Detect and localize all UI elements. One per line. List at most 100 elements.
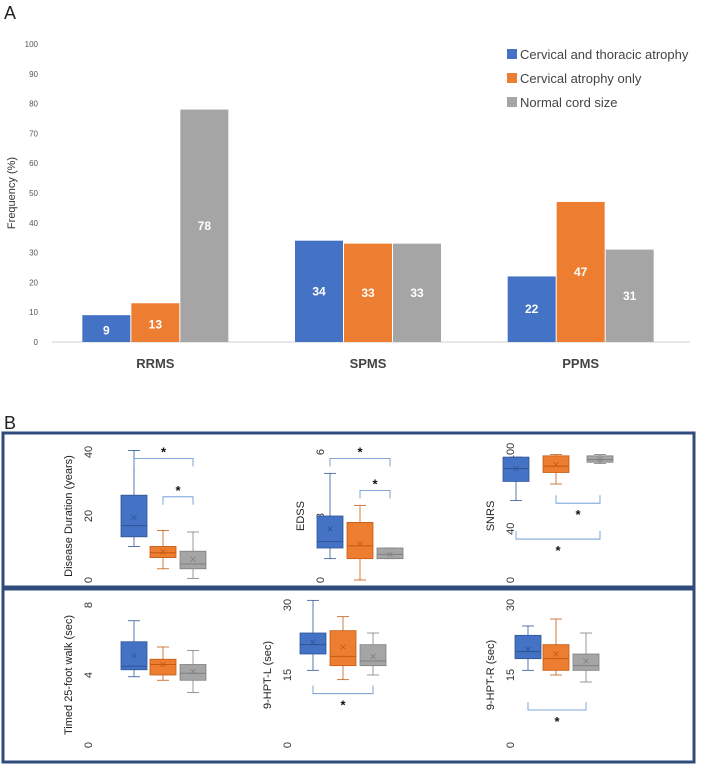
y-axis-title: 9-HPT-R (sec) bbox=[485, 640, 497, 710]
y-tick-label: 40 bbox=[83, 446, 95, 458]
significance-bracket bbox=[312, 685, 374, 695]
significance-marker: * bbox=[555, 543, 561, 558]
y-axis-title: 9-HPT-L (sec) bbox=[262, 641, 274, 709]
mean-marker bbox=[160, 549, 166, 555]
y-tick-label: 100 bbox=[505, 443, 517, 461]
category-label-spms: SPMS bbox=[350, 356, 387, 371]
y-tick-label: 90 bbox=[29, 70, 38, 79]
y-tick-label: 40 bbox=[29, 219, 38, 228]
box-group-0 bbox=[120, 494, 148, 538]
y-tick-label: 4 bbox=[83, 672, 95, 678]
box-group-0 bbox=[502, 456, 530, 482]
significance-marker: * bbox=[340, 698, 346, 713]
mean-marker bbox=[190, 668, 196, 675]
significance-bracket bbox=[133, 458, 194, 467]
y-tick-label: 20 bbox=[83, 510, 95, 522]
bar-ppms-0 bbox=[507, 276, 556, 342]
box-group-0 bbox=[316, 515, 344, 549]
mean-marker bbox=[597, 456, 603, 463]
mean-marker bbox=[525, 646, 531, 653]
significance-bracket bbox=[359, 490, 391, 499]
panel-a-letter: A bbox=[4, 3, 16, 23]
box-group-1 bbox=[542, 455, 570, 473]
bar-rrms-0 bbox=[82, 315, 131, 342]
legend-label: Cervical atrophy only bbox=[520, 71, 642, 86]
bar-ppms-1 bbox=[556, 201, 605, 342]
significance-marker: * bbox=[161, 444, 167, 459]
box-group-2 bbox=[179, 664, 207, 681]
y-axis-title: Frequency (%) bbox=[6, 157, 18, 229]
mean-marker bbox=[357, 540, 363, 547]
panel-b-letter: B bbox=[4, 413, 16, 433]
y-tick-label: 30 bbox=[282, 599, 294, 611]
mean-marker bbox=[513, 465, 519, 472]
data-label: 78 bbox=[198, 219, 212, 233]
mean-marker bbox=[387, 551, 393, 558]
y-tick-label: 80 bbox=[29, 100, 38, 109]
panel-b-top-frame bbox=[1, 431, 696, 589]
y-tick-label: 0 bbox=[505, 742, 517, 748]
data-label: 31 bbox=[623, 289, 637, 303]
legend-swatch-0 bbox=[507, 49, 517, 59]
box-group-2 bbox=[179, 550, 207, 570]
legend-swatch-1 bbox=[507, 73, 517, 83]
legend-label: Cervical and thoracic atrophy bbox=[520, 47, 689, 62]
mean-marker bbox=[553, 462, 559, 468]
y-tick-label: 0 bbox=[282, 742, 294, 748]
significance-marker: * bbox=[372, 476, 378, 491]
data-label: 33 bbox=[410, 286, 424, 300]
y-tick-label: 70 bbox=[29, 129, 38, 138]
box-group-0 bbox=[299, 632, 327, 655]
mean-marker bbox=[553, 651, 559, 657]
box-group-1 bbox=[542, 644, 570, 671]
bar-rrms-2 bbox=[180, 109, 229, 342]
legend-swatch-2 bbox=[507, 97, 517, 107]
y-tick-label: 15 bbox=[505, 669, 517, 681]
significance-bracket bbox=[515, 531, 601, 540]
mean-marker bbox=[131, 652, 137, 659]
y-tick-label: 0 bbox=[83, 742, 95, 748]
y-tick-label: 60 bbox=[29, 159, 38, 168]
box-group-2 bbox=[376, 547, 404, 560]
y-tick-label: 15 bbox=[282, 669, 294, 681]
mean-marker bbox=[131, 514, 137, 521]
significance-bracket bbox=[527, 702, 587, 711]
mean-marker bbox=[160, 661, 166, 668]
significance-bracket bbox=[162, 496, 194, 505]
y-axis-title: EDSS bbox=[295, 501, 307, 531]
mean-marker bbox=[310, 639, 316, 646]
y-tick-label: 0 bbox=[505, 577, 517, 583]
bar-spms-2 bbox=[393, 243, 441, 342]
y-tick-label: 10 bbox=[29, 308, 38, 317]
mean-marker bbox=[327, 526, 333, 532]
data-label: 13 bbox=[149, 318, 163, 332]
panel-b-bottom-frame bbox=[1, 587, 696, 764]
y-tick-label: 8 bbox=[83, 602, 95, 608]
data-label: 33 bbox=[361, 286, 375, 300]
y-tick-label: 0 bbox=[34, 338, 39, 347]
significance-bracket bbox=[555, 495, 601, 504]
y-axis-title: Timed 25-foot walk (sec) bbox=[63, 615, 75, 735]
y-tick-label: 0 bbox=[315, 577, 327, 583]
y-tick-label: 0 bbox=[83, 577, 95, 583]
box-group-2 bbox=[572, 653, 600, 671]
significance-marker: * bbox=[575, 507, 581, 522]
mean-marker bbox=[190, 556, 196, 562]
box-group-2 bbox=[586, 455, 614, 463]
mean-marker bbox=[370, 653, 376, 660]
box-group-1 bbox=[346, 522, 374, 560]
legend-label: Normal cord size bbox=[520, 95, 618, 110]
bar-chart-frequency: 0 10 20 30 40 50 60 70 80 90 100 Frequency (%) 9 13 78… bbox=[6, 40, 690, 371]
significance-marker: * bbox=[357, 444, 363, 459]
y-tick-label: 50 bbox=[29, 189, 38, 198]
y-tick-label: 40 bbox=[505, 523, 517, 535]
significance-marker: * bbox=[175, 483, 181, 498]
data-label: 34 bbox=[312, 284, 326, 298]
y-tick-label: 30 bbox=[29, 249, 38, 258]
mean-marker bbox=[583, 658, 589, 664]
significance-bracket bbox=[329, 458, 391, 467]
significance-marker: * bbox=[554, 714, 560, 729]
y-axis-title: SNRS bbox=[485, 501, 497, 532]
